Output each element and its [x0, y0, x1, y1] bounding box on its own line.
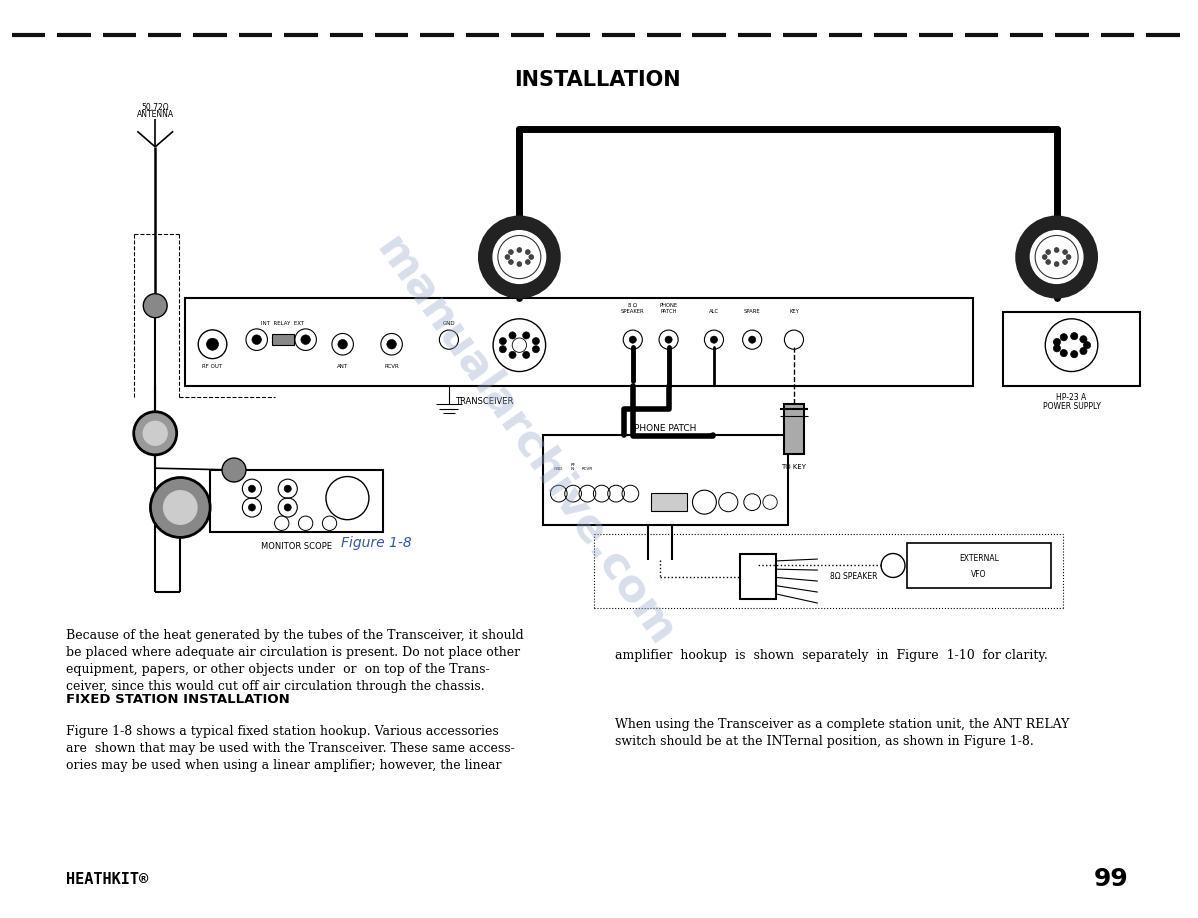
Ellipse shape [1054, 248, 1059, 252]
Text: RF OUT: RF OUT [202, 364, 223, 368]
Ellipse shape [206, 338, 218, 351]
Ellipse shape [222, 458, 246, 482]
Ellipse shape [1071, 332, 1078, 340]
Text: Because of the heat generated by the tubes of the Transceiver, it should
be plac: Because of the heat generated by the tub… [66, 629, 524, 693]
Text: 99: 99 [1094, 868, 1129, 891]
Text: 8Ω SPEAKER: 8Ω SPEAKER [830, 572, 877, 581]
Text: Figure 1-8 shows a typical fixed station hookup. Various accessories
are  shown : Figure 1-8 shows a typical fixed station… [66, 725, 514, 772]
Ellipse shape [1046, 260, 1051, 264]
Ellipse shape [151, 477, 210, 537]
Ellipse shape [1079, 336, 1087, 343]
Ellipse shape [387, 340, 397, 349]
Bar [1003, 312, 1140, 386]
Ellipse shape [1042, 254, 1047, 260]
Bar [740, 554, 776, 599]
Ellipse shape [248, 485, 255, 492]
Ellipse shape [518, 262, 522, 266]
Ellipse shape [528, 254, 533, 260]
Bar [785, 404, 804, 454]
Text: INSTALLATION: INSTALLATION [514, 70, 680, 90]
Ellipse shape [301, 335, 310, 344]
Text: PHONE
PATCH: PHONE PATCH [660, 303, 678, 314]
Ellipse shape [284, 485, 291, 492]
Ellipse shape [252, 335, 261, 344]
Ellipse shape [134, 412, 176, 454]
Text: RCVR: RCVR [385, 364, 399, 368]
Ellipse shape [710, 336, 718, 343]
Ellipse shape [526, 250, 531, 254]
Ellipse shape [1030, 230, 1083, 284]
Text: HEATHKIT®: HEATHKIT® [66, 872, 147, 887]
Ellipse shape [1060, 350, 1067, 357]
Bar [184, 298, 973, 386]
Ellipse shape [1021, 221, 1093, 293]
Text: ALC: ALC [709, 309, 719, 314]
Ellipse shape [164, 491, 196, 524]
Ellipse shape [500, 338, 507, 345]
Text: SPARE: SPARE [744, 309, 761, 314]
Bar [907, 543, 1051, 588]
Text: amplifier  hookup  is  shown  separately  in  Figure  1-10  for clarity.: amplifier hookup is shown separately in … [615, 649, 1047, 662]
Ellipse shape [484, 221, 555, 293]
Ellipse shape [338, 340, 347, 349]
Text: RF
IN: RF IN [570, 463, 576, 471]
Text: ANTENNA: ANTENNA [137, 110, 174, 119]
Ellipse shape [144, 294, 168, 318]
Text: HP-23 A: HP-23 A [1057, 393, 1087, 402]
Ellipse shape [1063, 260, 1067, 264]
Ellipse shape [1066, 254, 1071, 260]
Text: INT  RELAY  EXT: INT RELAY EXT [261, 320, 304, 326]
Ellipse shape [1060, 333, 1067, 341]
Text: GND: GND [442, 320, 455, 326]
Ellipse shape [1071, 351, 1078, 358]
Ellipse shape [508, 260, 513, 264]
Ellipse shape [749, 336, 756, 343]
Ellipse shape [508, 250, 513, 254]
Ellipse shape [144, 421, 168, 445]
Ellipse shape [506, 254, 510, 260]
Ellipse shape [629, 336, 636, 343]
Text: When using the Transceiver as a complete station unit, the ANT RELAY
switch shou: When using the Transceiver as a complete… [615, 718, 1070, 748]
Ellipse shape [522, 331, 530, 339]
Text: TRANSCEIVER: TRANSCEIVER [455, 397, 514, 406]
Ellipse shape [665, 336, 672, 343]
Ellipse shape [248, 504, 255, 511]
Text: manualarchive.com: manualarchive.com [368, 228, 683, 654]
Text: PHONE PATCH: PHONE PATCH [635, 424, 697, 433]
Ellipse shape [532, 338, 539, 345]
Text: 8 Ω
SPEAKER: 8 Ω SPEAKER [621, 303, 645, 314]
Text: EXTERNAL: EXTERNAL [960, 554, 999, 564]
Bar [272, 334, 294, 345]
Ellipse shape [500, 345, 507, 353]
Ellipse shape [1053, 339, 1060, 346]
Text: VFO: VFO [972, 570, 987, 579]
Ellipse shape [1054, 262, 1059, 266]
Text: GND: GND [553, 467, 563, 471]
Text: KEY: KEY [789, 309, 799, 314]
Text: 50.72Ω: 50.72Ω [141, 103, 169, 112]
Text: MONITOR SCOPE: MONITOR SCOPE [261, 542, 332, 551]
Ellipse shape [1083, 341, 1090, 349]
Text: FIXED STATION INSTALLATION: FIXED STATION INSTALLATION [66, 693, 290, 706]
Ellipse shape [522, 352, 530, 359]
Ellipse shape [1046, 250, 1051, 254]
Text: Figure 1-8: Figure 1-8 [340, 536, 411, 551]
Bar [210, 470, 383, 532]
Ellipse shape [1053, 344, 1060, 352]
Ellipse shape [518, 248, 522, 252]
Bar [543, 435, 788, 525]
Ellipse shape [509, 352, 516, 359]
Ellipse shape [526, 260, 531, 264]
Ellipse shape [1079, 347, 1087, 354]
Ellipse shape [1063, 250, 1067, 254]
Bar [651, 493, 686, 511]
Ellipse shape [494, 230, 545, 284]
Text: ANT: ANT [337, 364, 349, 368]
Ellipse shape [509, 331, 516, 339]
Ellipse shape [284, 504, 291, 511]
Text: RCVR: RCVR [582, 467, 593, 471]
Text: POWER SUPPLY: POWER SUPPLY [1042, 402, 1101, 411]
Ellipse shape [532, 345, 539, 353]
Text: TO KEY: TO KEY [781, 464, 806, 470]
